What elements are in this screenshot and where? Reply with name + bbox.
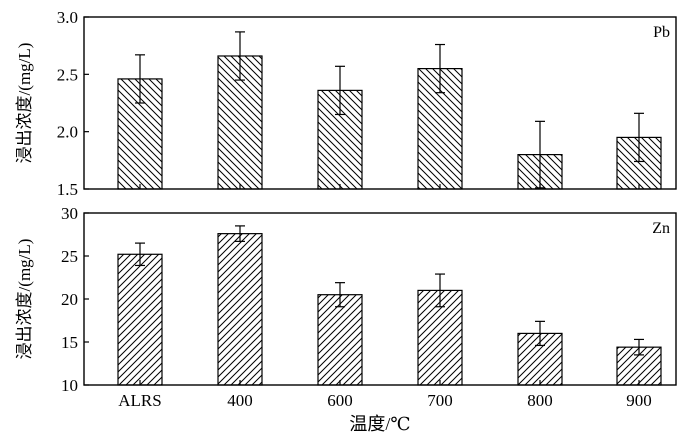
x-tick-label: ALRS	[118, 391, 161, 410]
y-tick-label-pb: 1.5	[57, 180, 78, 199]
y-tick-label-pb: 2.5	[57, 65, 78, 84]
y-axis-label-pb: 浸出浓度/(mg/L)	[15, 43, 34, 164]
error-bar-zn-600	[335, 282, 345, 308]
x-axis-label: 温度/℃	[349, 414, 410, 434]
y-tick-label-zn: 15	[61, 333, 78, 352]
panel-label-pb: Pb	[653, 24, 670, 41]
bar-zn-400	[217, 233, 263, 386]
error-bar-pb-600	[335, 65, 345, 116]
panel-label-zn: Zn	[652, 220, 670, 237]
error-bar-zn-400	[235, 225, 245, 242]
error-bar-zn-900	[634, 338, 644, 356]
zn-chart-panel: 浸出浓度/(mg/L) Zn 10 15 20 25 30 ALRS 400 600 700 80…	[15, 204, 677, 410]
error-bar-zn-ALRS	[135, 242, 145, 267]
x-tick-label: 700	[427, 391, 453, 410]
error-bar-pb-700	[435, 43, 445, 94]
error-bar-pb-900	[634, 112, 644, 163]
y-tick-label-pb: 2.0	[57, 123, 78, 142]
x-tick-label: 900	[626, 391, 652, 410]
pb-chart-panel: 浸出浓度/(mg/L) Pb 1.5 2.0 2.5 3.0	[15, 8, 677, 199]
x-tick-label: 400	[227, 391, 253, 410]
bar-zn-ALRS	[117, 253, 163, 386]
error-bar-pb-400	[235, 31, 245, 81]
y-tick-label-zn: 20	[61, 290, 78, 309]
y-tick-label-pb: 3.0	[57, 8, 78, 27]
y-tick-label-zn: 10	[61, 376, 78, 395]
y-axis-label-zn: 浸出浓度/(mg/L)	[15, 239, 34, 360]
y-tick-label-zn: 25	[61, 247, 78, 266]
error-bar-zn-700	[435, 273, 445, 308]
error-bar-pb-ALRS	[135, 54, 145, 104]
plot-frame-zn	[83, 212, 677, 386]
x-tick-label: 800	[527, 391, 553, 410]
error-bar-zn-800	[535, 320, 545, 347]
x-tick-label: 600	[327, 391, 353, 410]
y-tick-label-zn: 30	[61, 204, 78, 223]
bar-zn-600	[317, 294, 363, 386]
plot-frame-pb	[83, 16, 677, 190]
